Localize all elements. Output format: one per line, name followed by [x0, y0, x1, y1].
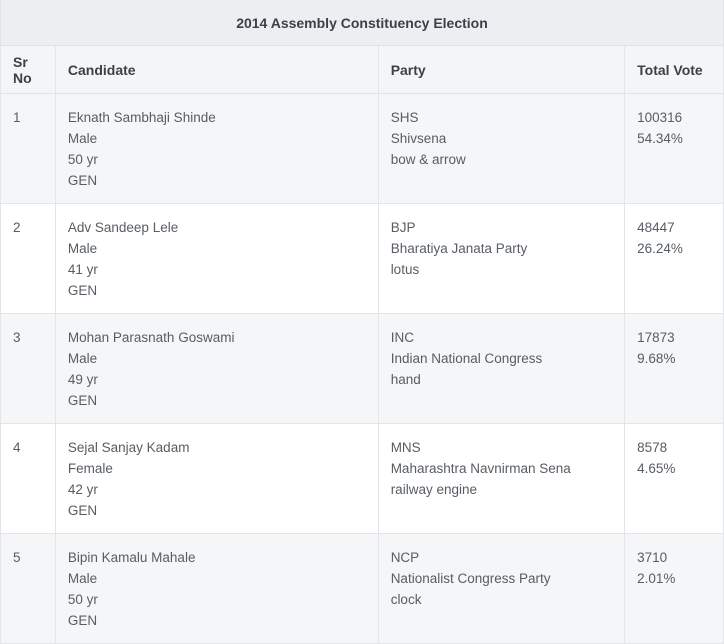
candidate-gender: Male	[67, 241, 98, 256]
table-row: 1 Eknath Sambhaji Shinde Male 50 yr GEN …	[1, 93, 723, 204]
candidate-cell: Eknath Sambhaji Shinde Male 50 yr GEN	[55, 93, 379, 204]
table-row: 2 Adv Sandeep Lele Male 41 yr GEN BJP Bh…	[1, 203, 723, 314]
party-symbol: lotus	[390, 262, 420, 277]
candidate-age: 50 yr	[67, 152, 98, 167]
vote-percent: 4.65%	[637, 461, 676, 476]
sr-no-cell: 4	[1, 423, 56, 534]
header-candidate: Candidate	[55, 46, 379, 94]
total-vote-cell: 8578 4.65%	[624, 423, 723, 534]
candidate-age: 42 yr	[67, 482, 98, 497]
party-name: Shivsena	[390, 131, 447, 146]
candidate-cell: Sejal Sanjay Kadam Female 42 yr GEN	[55, 423, 379, 534]
party-name: Nationalist Congress Party	[390, 571, 551, 586]
candidate-category: GEN	[67, 173, 98, 188]
party-symbol: clock	[390, 592, 422, 607]
total-vote-cell: 17873 9.68%	[624, 313, 723, 424]
vote-percent: 2.01%	[637, 571, 676, 586]
party-abbreviation: BJP	[390, 220, 416, 235]
party-abbreviation: INC	[390, 330, 414, 345]
table-row: 4 Sejal Sanjay Kadam Female 42 yr GEN MN…	[1, 423, 723, 534]
sr-no-cell: 3	[1, 313, 56, 424]
candidate-name: Eknath Sambhaji Shinde	[67, 110, 216, 125]
party-abbreviation: NCP	[390, 550, 420, 565]
candidate-gender: Male	[67, 131, 98, 146]
sr-no: 5	[13, 550, 21, 565]
candidate-age: 49 yr	[67, 372, 98, 387]
party-symbol: hand	[390, 372, 421, 387]
vote-percent: 9.68%	[637, 351, 676, 366]
vote-count: 17873	[637, 330, 675, 345]
vote-count: 48447	[637, 220, 675, 235]
party-cell: SHS Shivsena bow & arrow	[378, 93, 626, 204]
header-party: Party	[378, 46, 626, 94]
sr-no: 4	[13, 440, 21, 455]
sr-no-cell: 1	[1, 93, 56, 204]
candidate-cell: Bipin Kamalu Mahale Male 50 yr GEN	[55, 533, 379, 644]
party-name: Indian National Congress	[390, 351, 543, 366]
sr-no: 1	[13, 110, 21, 125]
vote-percent: 54.34%	[637, 131, 683, 146]
candidate-category: GEN	[67, 283, 98, 298]
vote-percent: 26.24%	[637, 241, 683, 256]
party-abbreviation: MNS	[390, 440, 421, 455]
party-symbol: railway engine	[390, 482, 477, 497]
party-cell: MNS Maharashtra Navnirman Sena railway e…	[378, 423, 626, 534]
candidate-gender: Male	[67, 351, 98, 366]
candidate-name: Mohan Parasnath Goswami	[67, 330, 235, 345]
candidate-gender: Female	[67, 461, 113, 476]
party-symbol: bow & arrow	[390, 152, 466, 167]
party-cell: INC Indian National Congress hand	[378, 313, 626, 424]
results-table: Sr No Candidate Party Total Vote 1 Eknat…	[1, 46, 723, 644]
party-name: Bharatiya Janata Party	[390, 241, 528, 256]
vote-count: 100316	[637, 110, 683, 125]
header-sr-no: Sr No	[1, 46, 56, 94]
candidate-category: GEN	[67, 393, 98, 408]
total-vote-cell: 48447 26.24%	[624, 203, 723, 314]
candidate-cell: Mohan Parasnath Goswami Male 49 yr GEN	[55, 313, 379, 424]
candidate-category: GEN	[67, 613, 98, 628]
candidate-cell: Adv Sandeep Lele Male 41 yr GEN	[55, 203, 379, 314]
table-row: 5 Bipin Kamalu Mahale Male 50 yr GEN NCP…	[1, 533, 723, 644]
candidate-name: Adv Sandeep Lele	[67, 220, 179, 235]
party-cell: NCP Nationalist Congress Party clock	[378, 533, 626, 644]
candidate-age: 41 yr	[67, 262, 98, 277]
party-name: Maharashtra Navnirman Sena	[390, 461, 571, 476]
party-abbreviation: SHS	[390, 110, 419, 125]
candidate-gender: Male	[67, 571, 98, 586]
sr-no: 3	[13, 330, 21, 345]
total-vote-cell: 100316 54.34%	[624, 93, 723, 204]
table-title: 2014 Assembly Constituency Election	[1, 0, 723, 46]
header-total-vote: Total Vote	[624, 46, 723, 94]
header-row: Sr No Candidate Party Total Vote	[1, 46, 723, 94]
candidate-age: 50 yr	[67, 592, 98, 607]
candidate-name: Sejal Sanjay Kadam	[67, 440, 190, 455]
sr-no-cell: 5	[1, 533, 56, 644]
sr-no: 2	[13, 220, 21, 235]
table-row: 3 Mohan Parasnath Goswami Male 49 yr GEN…	[1, 313, 723, 424]
sr-no-cell: 2	[1, 203, 56, 314]
vote-count: 8578	[637, 440, 668, 455]
party-cell: BJP Bharatiya Janata Party lotus	[378, 203, 626, 314]
total-vote-cell: 3710 2.01%	[624, 533, 723, 644]
candidate-name: Bipin Kamalu Mahale	[67, 550, 196, 565]
candidate-category: GEN	[67, 503, 98, 518]
vote-count: 3710	[637, 550, 668, 565]
